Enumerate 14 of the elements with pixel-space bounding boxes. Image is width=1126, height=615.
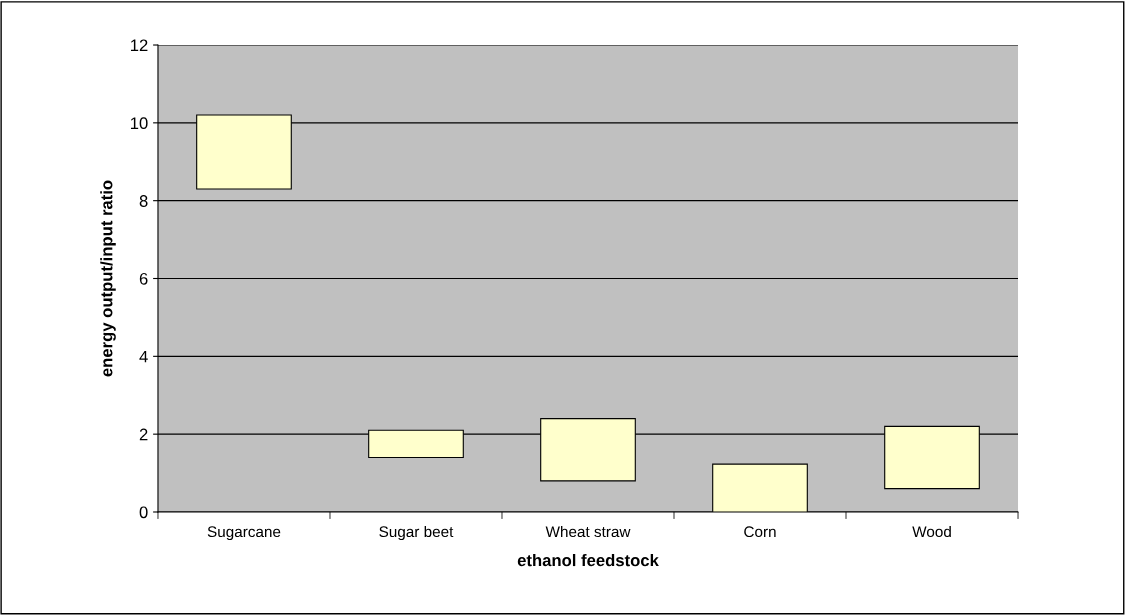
x-tick-label: Corn xyxy=(744,526,776,538)
y-tick-label: 12 xyxy=(130,39,148,52)
y-axis-title: energy output/input ratio xyxy=(100,180,116,377)
x-axis-title: ethanol feedstock xyxy=(517,554,659,567)
y-tick-label: 4 xyxy=(139,350,148,363)
y-tick-label: 2 xyxy=(139,428,148,441)
x-tick-label: Wood xyxy=(912,525,951,538)
y-tick-label: 10 xyxy=(130,117,148,130)
x-tick-label: Sugarcane xyxy=(207,526,281,541)
x-tick-label: Sugar beet xyxy=(379,525,454,541)
y-tick-label: 8 xyxy=(139,195,148,207)
y-tick-label: 6 xyxy=(139,272,148,285)
y-tick-label: 0 xyxy=(139,506,148,519)
x-tick-label: Wheat straw xyxy=(545,525,631,538)
